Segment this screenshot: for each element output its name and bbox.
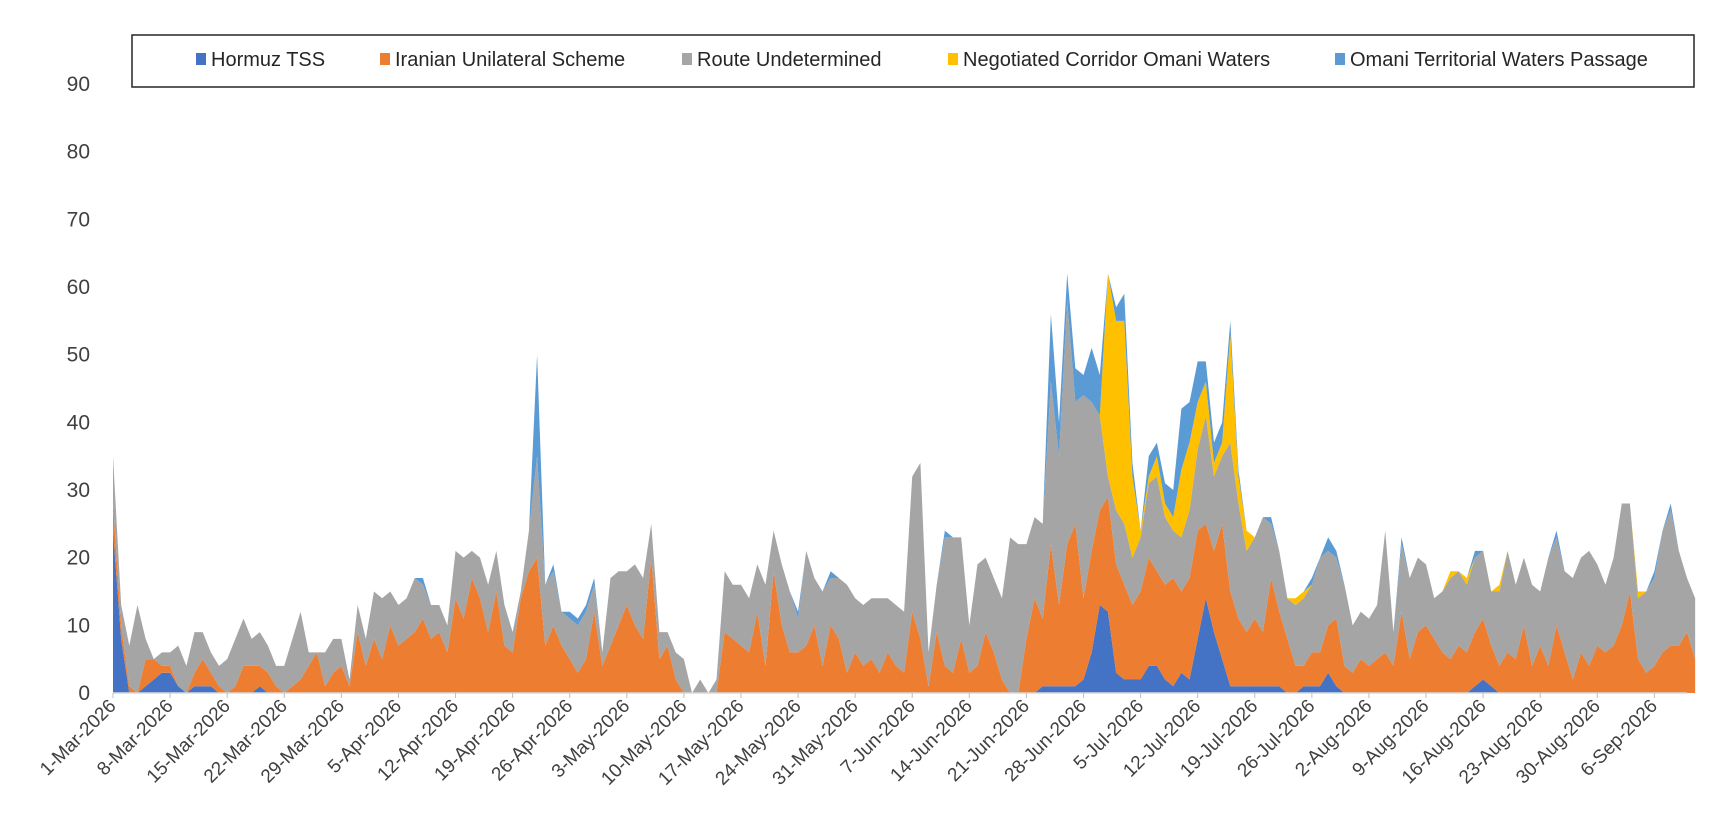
y-tick-label: 40 [67, 411, 90, 434]
y-tick-label: 10 [67, 614, 90, 637]
area-route-undetermined [113, 300, 1696, 693]
x-axis: 1-Mar-20268-Mar-202615-Mar-202622-Mar-20… [36, 692, 1687, 790]
area-iranian-unilateral-scheme [113, 496, 1696, 693]
legend-label-negotiated-corridor-omani-waters: Negotiated Corridor Omani Waters [963, 49, 1270, 71]
legend-swatch-hormuz-tss [196, 53, 206, 65]
y-tick-label: 60 [67, 276, 90, 299]
legend-label-omani-territorial-waters-passage: Omani Territorial Waters Passage [1350, 49, 1648, 71]
y-tick-label: 30 [67, 479, 90, 502]
legend-label-route-undetermined: Route Undetermined [697, 49, 882, 71]
y-tick-label: 0 [78, 682, 90, 705]
legend-swatch-negotiated-corridor-omani-waters [948, 53, 958, 65]
y-tick-label: 90 [67, 73, 90, 96]
y-tick-label: 70 [67, 208, 90, 231]
legend-swatch-omani-territorial-waters-passage [1335, 53, 1345, 65]
y-tick-label: 50 [67, 344, 90, 367]
legend-swatch-iranian-unilateral-scheme [380, 53, 390, 65]
legend-label-iranian-unilateral-scheme: Iranian Unilateral Scheme [395, 49, 625, 71]
series-areas [113, 273, 1696, 693]
y-axis: 0 10 20 30 40 50 60 70 80 90 [67, 73, 90, 705]
legend-label-hormuz-tss: Hormuz TSS [211, 49, 325, 71]
legend-box [131, 34, 1695, 88]
y-tick-label: 20 [67, 547, 90, 570]
legend: Hormuz TSS Iranian Unilateral Scheme Route… [131, 34, 1695, 88]
legend-swatch-route-undetermined [682, 53, 692, 65]
y-tick-label: 80 [67, 141, 90, 164]
